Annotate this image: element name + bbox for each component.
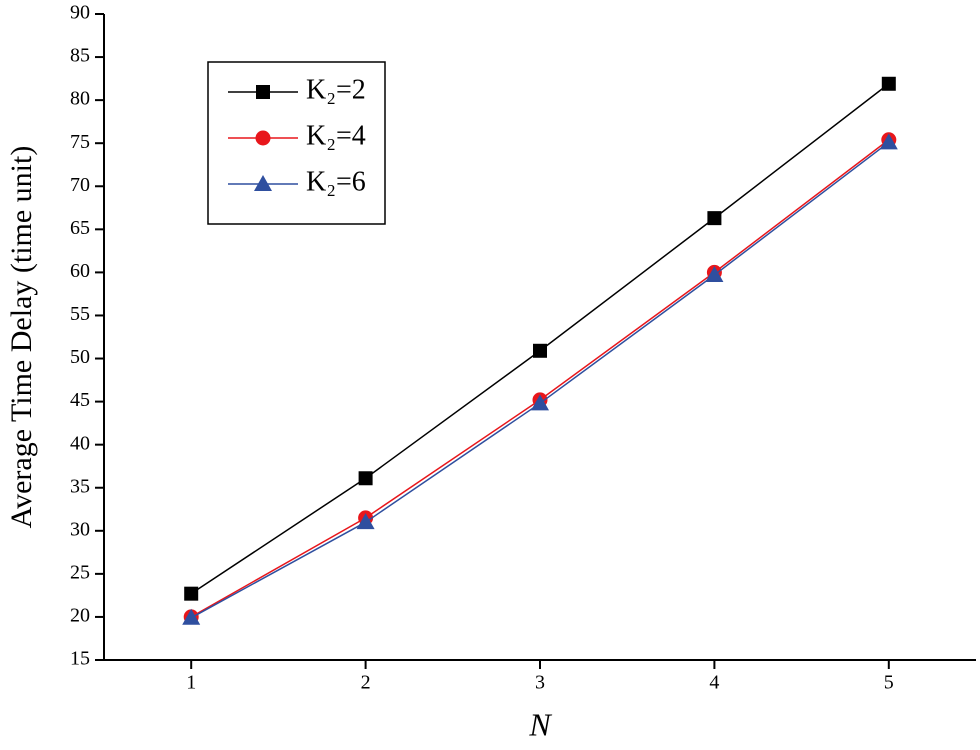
y-tick-label: 90 xyxy=(70,2,90,24)
y-tick-label: 60 xyxy=(70,260,90,282)
marker xyxy=(705,265,724,282)
y-tick-label: 65 xyxy=(70,217,90,239)
marker xyxy=(881,76,896,91)
marker xyxy=(531,394,549,411)
marker xyxy=(255,130,271,146)
x-tick-label: 2 xyxy=(361,672,371,694)
x-tick-label: 5 xyxy=(884,672,894,694)
y-tick-label: 40 xyxy=(70,432,90,454)
y-tick-label: 45 xyxy=(70,389,90,411)
legend-box xyxy=(207,61,386,225)
y-tick-label: 25 xyxy=(70,561,90,583)
y-tick-label: 30 xyxy=(70,518,90,540)
y-tick-label: 15 xyxy=(70,648,90,670)
y-axis-label: Average Time Delay (time unit) xyxy=(5,146,38,529)
legend-label: K₂=4 xyxy=(306,120,366,151)
marker xyxy=(182,608,201,625)
x-axis-label: N xyxy=(528,706,552,742)
y-tick-label: 55 xyxy=(70,303,90,325)
y-tick-label: 50 xyxy=(70,346,90,368)
marker xyxy=(358,471,373,486)
y-tick-label: 85 xyxy=(70,45,90,67)
y-tick-label: 80 xyxy=(70,88,90,110)
y-tick-label: 75 xyxy=(70,131,90,153)
marker xyxy=(256,85,270,99)
marker xyxy=(254,175,272,191)
marker xyxy=(707,211,722,226)
marker xyxy=(356,513,375,530)
marker xyxy=(533,343,547,358)
y-tick-label: 35 xyxy=(70,475,90,497)
marker xyxy=(184,586,199,601)
x-tick-label: 1 xyxy=(186,672,196,694)
legend-label: K₂=2 xyxy=(306,74,366,105)
x-tick-label: 4 xyxy=(709,672,719,694)
y-tick-label: 70 xyxy=(70,174,90,196)
marker xyxy=(879,133,898,150)
y-tick-label: 20 xyxy=(70,605,90,627)
x-tick-label: 3 xyxy=(535,672,545,694)
legend-label: K₂=6 xyxy=(306,166,366,197)
